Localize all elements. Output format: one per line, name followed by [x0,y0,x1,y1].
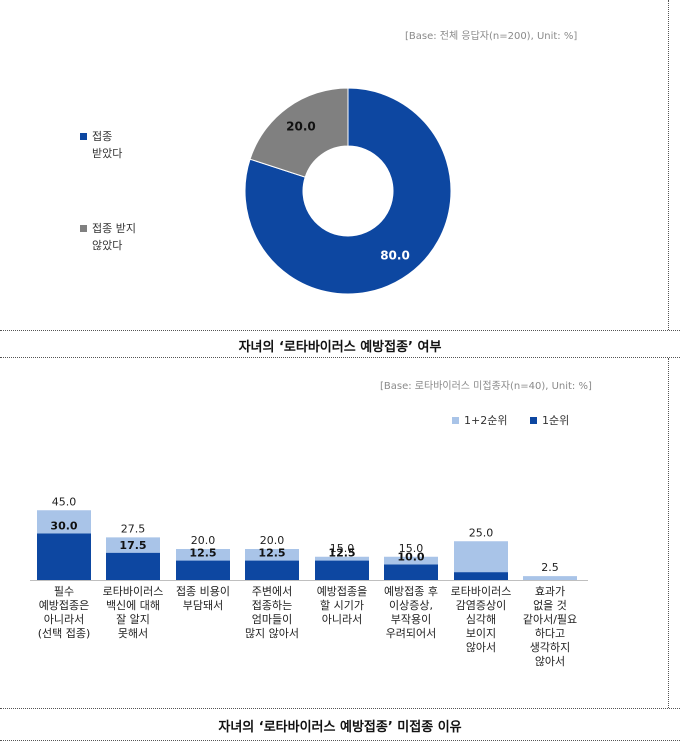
category-label: 주변에서 접종하는 엄마들이 많지 않아서 [244,585,300,640]
bar-1-rank [37,533,91,580]
non-vaccination-reason-panel: [Base: 로타바이러스 미접종자(n=40), Unit: %] 1+2순위… [0,360,680,708]
category-label: 예방접종 후 이상증상, 부작용이 우려되어서 [383,585,439,640]
bar-caption: 자녀의 ‘로타바이러스 예방접종’ 미접종 이유 [218,720,462,735]
bar-1-rank [384,564,438,580]
donut-slice [249,87,349,178]
pie-base-note: [Base: 전체 응답자(n=200), Unit: %] [405,31,578,42]
bar-1-2-rank [523,576,577,580]
bar-legend-label: 1순위 [542,414,570,427]
donut-slice-label: 20.0 [286,119,316,133]
bar-1-rank [315,560,369,580]
bar-1-rank [106,552,160,580]
donut-slice [244,87,452,295]
bar-legend-label: 1+2순위 [464,414,508,427]
divider-mid [0,357,680,358]
bar-1-value-label: 10.0 [397,551,424,564]
pie-legend-label: 접종 받았다 [92,130,123,160]
bar-1-rank [176,560,230,580]
pie-caption: 자녀의 ‘로타바이러스 예방접종’ 여부 [238,340,442,355]
bar-1-rank [454,572,508,580]
category-label: 로타바이러스 백신에 대해 잘 알지 못해서 [102,585,164,640]
category-label: 필수 예방접종은 아니라서 (선택 접종) [37,585,91,640]
not-vaccinated-swatch [80,225,87,232]
series-1-swatch [530,416,537,424]
series-1-2-swatch [452,416,459,424]
divider-bottom [0,708,680,709]
bar-legend-item-1-2: 1+2순위 [452,412,507,428]
bar-1-2-value-label: 20.0 [191,534,216,547]
donut-slice-label: 80.0 [380,249,410,263]
pie-legend-label: 접종 받지 않았다 [92,222,136,252]
bar-1-2-value-label: 15.0 [330,542,355,555]
bar-1-value-label: 5.0 [471,579,491,590]
bar-1-2-value-label: 2.5 [541,561,559,574]
bar-1-2-value-label: 20.0 [260,534,285,547]
top-panel-right-border [668,0,669,330]
bar-base-note: [Base: 로타바이러스 미접종자(n=40), Unit: %] [380,381,592,392]
bar-legend-item-1: 1순위 [530,412,569,428]
category-label: 접종 비용이 부담돼서 [175,585,231,612]
vaccinated-swatch [80,133,87,140]
vaccination-status-panel: [Base: 전체 응답자(n=200), Unit: %] 접종 받았다 접종… [0,0,680,330]
bar-1-rank [245,560,299,580]
bar-1-value-label: 12.5 [258,547,285,560]
bar-1-2-value-label: 45.0 [52,495,77,508]
category-label: 효과가 없을 것 같아서/필요 하다고 생각하지 않아서 [522,585,578,668]
pie-legend-item-not-vaccinated: 접종 받지 않았다 [80,220,136,254]
bar-1-2-value-label: 15.0 [399,542,424,555]
bar-1-2-value-label: 27.5 [121,522,146,535]
pie-legend-item-vaccinated: 접종 받았다 [80,128,122,162]
bar-1-value-label: 12.5 [328,547,355,560]
category-label: 예방접종을 할 시기가 아니라서 [316,585,368,626]
donut-chart: 80.0 20.0 [244,87,452,295]
divider-top [0,330,680,331]
bar-1-value-label: 12.5 [189,547,216,560]
bar-chart: 45.030.0 27.517.5 20.012.520.012.5 15.012.5… [30,495,588,590]
bottom-panel-right-border [668,358,669,708]
bar-1-2-value-label: 25.0 [469,526,494,539]
category-label: 로타바이러스 감염증상이 심각해 보이지 않아서 [450,585,512,654]
divider-end [0,740,680,741]
bar-1-value-label: 30.0 [50,520,77,533]
bar-1-value-label: 17.5 [119,539,146,552]
